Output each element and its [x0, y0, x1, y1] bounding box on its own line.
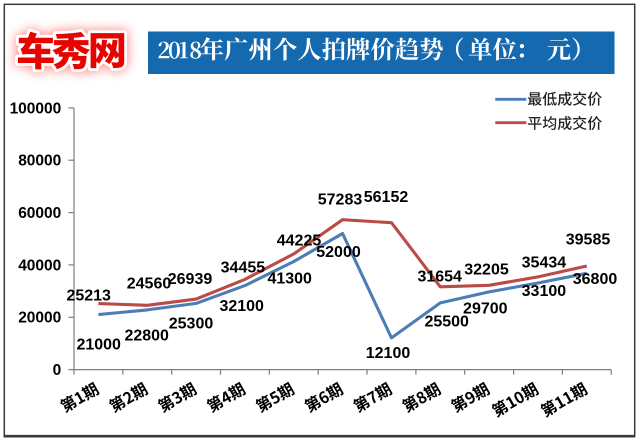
svg-text:60000: 60000	[18, 205, 61, 222]
svg-text:35434: 35434	[522, 255, 567, 272]
svg-text:36800: 36800	[573, 271, 618, 288]
svg-text:0: 0	[53, 362, 62, 379]
svg-text:80000: 80000	[18, 153, 61, 170]
svg-text:56152: 56152	[364, 189, 409, 206]
svg-text:25300: 25300	[169, 316, 214, 333]
svg-text:32205: 32205	[464, 262, 509, 279]
svg-text:41300: 41300	[267, 271, 312, 288]
svg-text:34455: 34455	[221, 259, 266, 276]
svg-text:26939: 26939	[168, 271, 213, 288]
svg-text:29700: 29700	[463, 301, 508, 318]
svg-text:39585: 39585	[566, 231, 611, 248]
svg-text:44225: 44225	[277, 233, 322, 250]
svg-text:22800: 22800	[124, 327, 169, 344]
svg-text:12100: 12100	[366, 345, 411, 362]
svg-text:31654: 31654	[417, 269, 462, 286]
svg-text:40000: 40000	[18, 257, 61, 274]
svg-text:100000: 100000	[10, 100, 62, 117]
svg-text:24560: 24560	[127, 276, 172, 293]
svg-text:57283: 57283	[318, 192, 363, 209]
svg-text:25500: 25500	[424, 313, 469, 330]
svg-text:21000: 21000	[76, 337, 121, 354]
svg-text:52000: 52000	[316, 244, 361, 261]
svg-text:20000: 20000	[18, 310, 61, 327]
svg-text:33100: 33100	[522, 283, 567, 300]
svg-text:32100: 32100	[219, 298, 264, 315]
svg-text:25213: 25213	[66, 288, 111, 305]
